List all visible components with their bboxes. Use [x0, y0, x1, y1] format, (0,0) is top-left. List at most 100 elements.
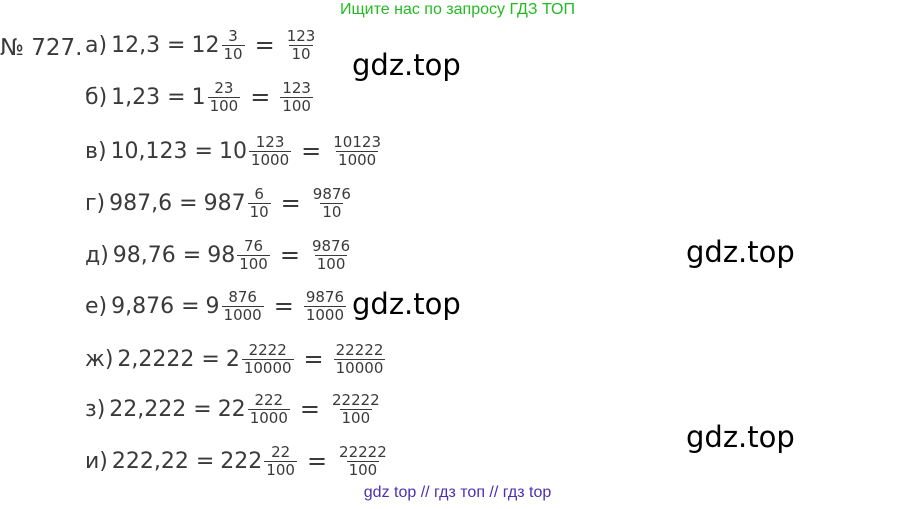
mixed-fraction: 23 100 — [207, 78, 241, 115]
numerator: 6 — [254, 184, 264, 203]
whole-part: 12 — [191, 32, 220, 58]
search-promo-link[interactable]: Ищите нас по запросу ГДЗ ТОП — [340, 1, 575, 18]
equals-sign: = — [279, 241, 300, 269]
decimal-value: 22,222 = — [109, 396, 212, 422]
whole-part: 9 — [205, 293, 220, 319]
item-label: а) — [85, 32, 108, 58]
equals-sign: = — [254, 31, 275, 59]
denominator: 100 — [264, 460, 297, 479]
denominator: 10000 — [333, 358, 386, 377]
whole-part: 10 — [218, 138, 247, 164]
solution-row: а) 12,3 = 12 3 10 = 123 10 — [85, 22, 319, 68]
improper-fraction: 22222 100 — [330, 390, 382, 427]
numerator: 9876 — [312, 184, 351, 203]
denominator: 10000 — [241, 358, 294, 377]
improper-fraction: 10123 1000 — [331, 132, 383, 169]
decimal-value: 9,876 = — [111, 293, 200, 319]
solution-row: е) 9,876 = 9 876 1000 = 9876 1000 — [85, 283, 348, 329]
improper-fraction: 22222 10000 — [333, 340, 386, 377]
header: Ищите нас по запросу ГДЗ ТОП — [0, 1, 915, 19]
mixed-fraction: 76 100 — [237, 236, 270, 273]
denominator: 1000 — [336, 150, 379, 169]
solution-row: и) 222,22 = 222 22 100 = 22222 100 — [85, 438, 391, 484]
watermark: gdz.top — [352, 48, 461, 82]
item-label: в) — [85, 138, 107, 164]
whole-part: 1 — [191, 84, 206, 110]
improper-fraction: 123 100 — [280, 78, 313, 115]
numerator: 123 — [255, 132, 285, 151]
improper-fraction: 123 10 — [285, 26, 318, 63]
denominator: 1000 — [248, 150, 292, 169]
numerator: 22222 — [339, 442, 387, 461]
denominator: 1000 — [247, 408, 290, 427]
numerator: 123 — [282, 78, 311, 97]
decimal-value: 987,6 = — [109, 190, 198, 216]
equals-sign: = — [303, 345, 324, 373]
equals-sign: = — [280, 189, 301, 217]
numerator: 876 — [228, 287, 257, 306]
solution-row: б) 1,23 = 1 23 100 = 123 100 — [85, 74, 315, 120]
decimal-value: 222,22 = — [111, 448, 215, 474]
numerator: 23 — [214, 78, 234, 97]
decimal-value: 2,2222 = — [117, 346, 220, 372]
decimal-value: 12,3 = — [111, 32, 186, 58]
denominator: 1000 — [303, 305, 347, 324]
equals-sign: = — [250, 83, 271, 111]
equals-sign: = — [299, 395, 320, 423]
numerator: 123 — [286, 26, 316, 45]
whole-part: 222 — [220, 448, 263, 474]
solution-row: з) 22,222 = 22 222 1000 = 22222 100 — [85, 386, 384, 432]
mixed-fraction: 222 1000 — [247, 390, 290, 427]
denominator: 100 — [237, 254, 270, 273]
improper-fraction: 9876 100 — [310, 236, 352, 273]
denominator: 10 — [289, 44, 313, 63]
numerator: 22222 — [331, 390, 380, 409]
mixed-fraction: 6 10 — [247, 184, 271, 221]
mixed-fraction: 123 1000 — [248, 132, 292, 169]
denominator: 100 — [280, 96, 313, 115]
improper-fraction: 22222 100 — [337, 442, 389, 479]
numerator: 2222 — [248, 340, 287, 359]
numerator: 9876 — [311, 236, 351, 255]
numerator: 3 — [228, 26, 238, 45]
numerator: 22 — [271, 442, 291, 461]
watermark: gdz.top — [352, 287, 461, 321]
equals-sign: = — [301, 137, 322, 165]
denominator: 100 — [314, 254, 348, 273]
item-label: г) — [85, 190, 106, 216]
numerator: 22222 — [335, 340, 384, 359]
mixed-fraction: 876 1000 — [221, 287, 264, 324]
solution-row: г) 987,6 = 987 6 10 = 9876 10 — [85, 180, 355, 226]
solution-row: д) 98,76 = 98 76 100 = 9876 100 — [85, 232, 354, 278]
whole-part: 987 — [203, 190, 246, 216]
denominator: 100 — [207, 96, 241, 115]
improper-fraction: 9876 1000 — [303, 287, 347, 324]
item-label: и) — [85, 448, 108, 474]
footer: gdz top // гдз топ // гдз top — [0, 484, 915, 502]
improper-fraction: 9876 10 — [311, 184, 353, 221]
equals-sign: = — [306, 447, 328, 475]
denominator: 10 — [221, 44, 245, 63]
whole-part: 98 — [207, 242, 236, 268]
solution-row: в) 10,123 = 10 123 1000 = 10123 1000 — [85, 128, 385, 174]
mixed-fraction: 3 10 — [221, 26, 245, 63]
solution-row: ж) 2,2222 = 2 2222 10000 = 22222 10000 — [85, 336, 387, 382]
numerator: 10123 — [333, 132, 381, 151]
equals-sign: = — [273, 292, 294, 320]
numerator: 222 — [254, 390, 284, 409]
decimal-value: 10,123 = — [110, 138, 213, 164]
denominator: 100 — [346, 460, 380, 479]
item-label: е) — [85, 293, 108, 319]
denominator: 1000 — [221, 305, 264, 324]
mixed-fraction: 2222 10000 — [241, 340, 294, 377]
mixed-fraction: 22 100 — [264, 442, 297, 479]
denominator: 10 — [320, 202, 344, 221]
footer-link[interactable]: gdz top // гдз топ // гдз top — [363, 484, 552, 501]
decimal-value: 98,76 = — [112, 242, 202, 268]
whole-part: 2 — [225, 346, 240, 372]
denominator: 100 — [339, 408, 373, 427]
item-label: д) — [85, 242, 109, 268]
decimal-value: 1,23 = — [111, 84, 186, 110]
numerator: 76 — [243, 236, 264, 255]
numerator: 9876 — [305, 287, 345, 306]
